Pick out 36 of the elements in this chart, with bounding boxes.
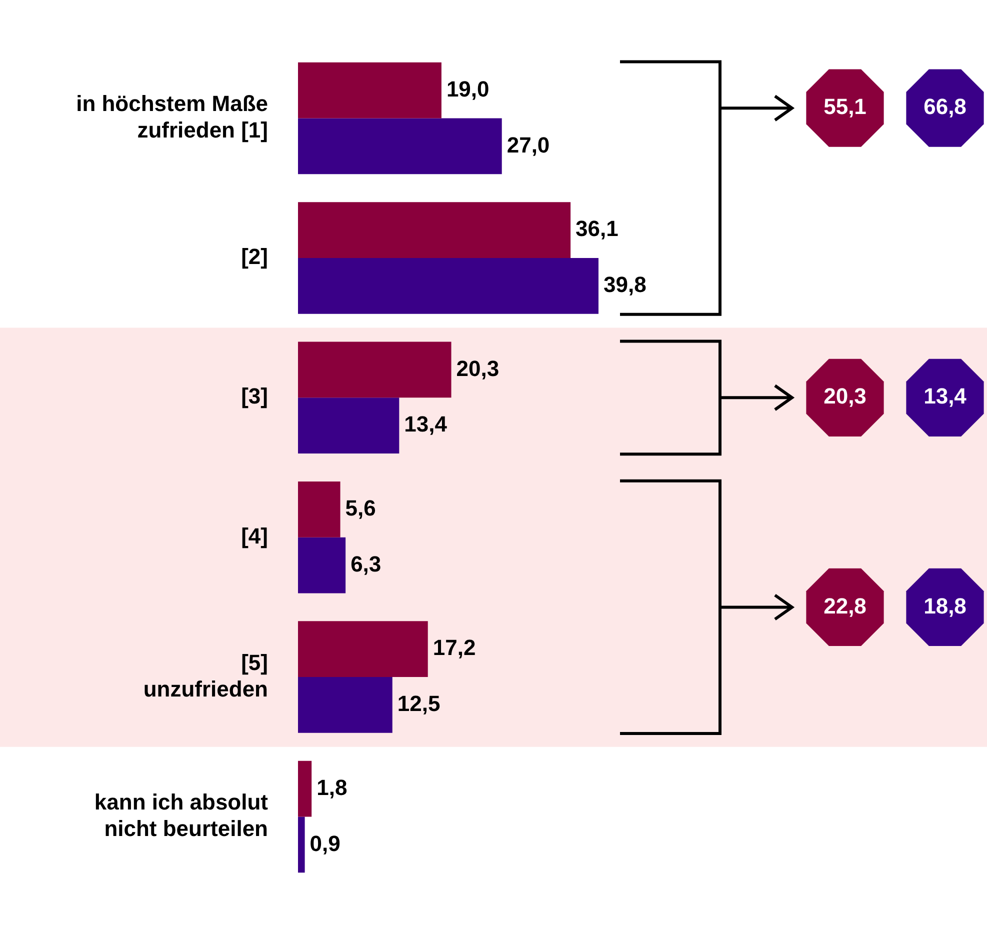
bar (298, 760, 312, 817)
text: 66,8 (924, 94, 966, 120)
bar (298, 202, 571, 258)
bar (298, 258, 598, 314)
bar (298, 481, 340, 538)
y-tick-label: [2] (241, 244, 268, 270)
data-label: 0,9 (310, 830, 340, 856)
y-tick-label: [3] (241, 384, 268, 409)
data-label: 17,2 (432, 635, 476, 660)
text: 18,8 (924, 593, 966, 618)
bar (298, 621, 428, 678)
data-label: 5,6 (345, 495, 376, 520)
y-tick-label: kann ich absolut nicht beurteilen (94, 790, 269, 842)
text: 22,8 (824, 593, 866, 618)
data-label: 20,3 (456, 356, 500, 381)
y-tick-label: in höchstem Maße zufrieden [1] (76, 91, 268, 143)
data-label: 39,8 (603, 272, 646, 297)
text: 55,1 (824, 94, 866, 120)
y-tick-label: [4] (241, 523, 268, 548)
bar (298, 342, 452, 398)
data-label: 27,0 (506, 132, 550, 158)
data-label: 6,3 (350, 551, 382, 576)
y-tick-label: [5] unzufrieden (143, 650, 268, 702)
data-label: 19,0 (446, 76, 490, 102)
bar (298, 537, 346, 594)
text: 13,4 (924, 384, 968, 409)
data-label: 13,4 (404, 412, 448, 437)
bar (298, 62, 442, 118)
data-label: 36,1 (576, 216, 618, 242)
text: 20,3 (824, 384, 866, 409)
bar (298, 398, 400, 454)
bar (298, 677, 392, 733)
data-label: 1,8 (316, 774, 348, 800)
bar (298, 816, 305, 873)
bar (298, 118, 502, 174)
data-label: 12,5 (397, 691, 440, 716)
